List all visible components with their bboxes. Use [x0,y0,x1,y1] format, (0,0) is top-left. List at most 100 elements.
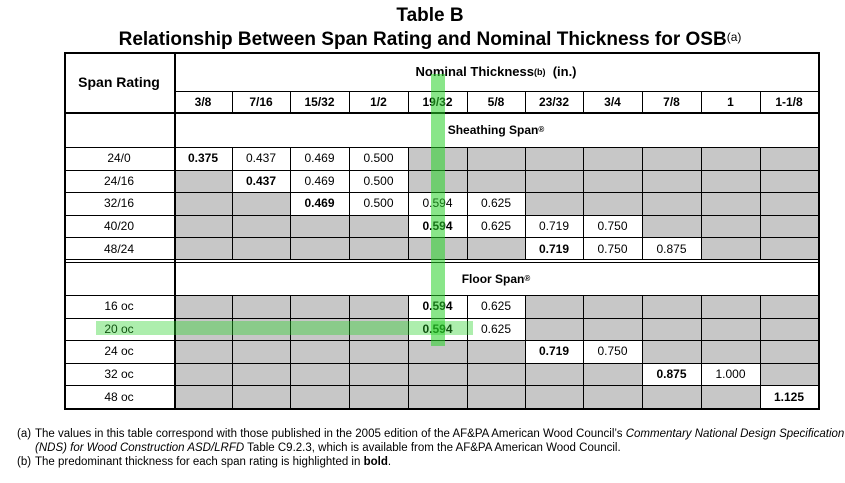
table-subtitle: Relationship Between Span Rating and Nom… [0,28,845,52]
empty-cell [408,340,467,363]
sheathing-span-header-label: Sheathing Span [447,122,539,137]
empty-cell [701,214,760,238]
thickness-value: 0.437 [245,151,277,166]
grid-line [525,147,526,260]
empty-cell [232,237,290,260]
grid-line [642,147,643,260]
grid-line [525,295,526,408]
thickness-value: 0.875 [656,241,687,256]
empty-cell [525,317,583,341]
thickness-column-header: 23/32 [538,94,570,109]
empty-cell [174,362,232,386]
empty-cell [290,317,349,341]
grid-line [232,147,233,260]
empty-cell [525,295,583,318]
sheathing-span-rating: 24/16 [103,173,135,188]
empty-cell [642,147,701,170]
nominal-thickness-unit: (in.) [545,64,577,79]
empty-cell [174,385,232,408]
grid-line [64,52,66,410]
grid-line [701,295,702,408]
grid-line [408,295,409,408]
footnote-a-text-2: Table C9.2.3, which is available from th… [244,442,621,454]
thickness-value: 0.625 [480,196,512,211]
empty-cell [232,295,290,318]
empty-cell [290,385,349,408]
grid-line [174,91,818,92]
empty-cell [760,340,818,363]
footnote-b: (b) The predominant thickness for each s… [17,455,845,469]
empty-cell [525,147,583,170]
table-title: Table B [396,5,464,26]
thickness-value: 0.500 [363,173,394,188]
empty-cell [760,169,818,193]
grid-line [525,91,526,112]
empty-cell [642,169,701,193]
empty-cell [467,237,525,260]
floor-span-rating: 20 oc [104,321,134,336]
empty-cell [349,385,408,408]
thickness-column-header: 1 [727,94,734,109]
sheathing-span-rating: 48/24 [103,241,135,256]
thickness-value: 0.750 [597,219,628,234]
grid-line [349,295,350,408]
grid-line [290,147,291,260]
empty-cell [232,192,290,215]
grid-line [64,362,818,364]
grid-line [818,52,820,410]
thickness-column-header: 5/8 [487,94,505,109]
column-highlight-19-32 [431,74,445,346]
empty-cell [642,340,701,363]
floor-span-header-label: Floor Span [461,271,525,286]
empty-cell [701,147,760,170]
sheathing-span-header: Sheathing Span ® [174,112,818,147]
empty-cell [760,237,818,260]
floor-span-rating: 48 oc [104,389,134,404]
empty-cell [232,214,290,238]
nominal-thickness-footnote-ref: (b) [533,66,546,77]
empty-cell [583,317,642,341]
empty-cell [174,340,232,363]
empty-cell [760,295,818,318]
grid-line [642,295,643,408]
footnote-b-bold: bold [363,456,388,468]
footnote-b-label: (b) [17,456,32,468]
empty-cell [232,385,290,408]
thickness-value: 0.500 [363,196,394,211]
floor-span-header: Floor Span ® [174,262,818,295]
registered-mark: ® [524,274,531,283]
grid-line [760,147,761,260]
empty-cell [642,192,701,215]
empty-cell [760,317,818,341]
span-rating-header: Span Rating [78,74,160,90]
thickness-column-header: 15/32 [304,94,335,109]
empty-cell [174,214,232,238]
empty-cell [174,295,232,318]
empty-cell [760,192,818,215]
thickness-value: 1.000 [715,367,746,382]
grid-line [64,408,820,410]
grid-line [349,91,350,112]
empty-cell [349,317,408,341]
footnote-b-text-2: . [387,456,392,468]
grid-line [760,295,761,408]
empty-cell [174,192,232,215]
floor-span-rating: 24 oc [104,344,134,359]
grid-line [467,91,468,112]
grid-line [174,52,176,408]
grid-line [701,147,702,260]
empty-cell [642,317,701,341]
empty-cell [525,192,583,215]
empty-cell [525,385,583,408]
empty-cell [583,385,642,408]
empty-cell [349,362,408,386]
footnote-b-text-1: The predominant thickness for each span … [35,456,364,468]
thickness-value: 0.719 [538,241,570,256]
thickness-value: 0.375 [187,151,219,166]
empty-cell [232,317,290,341]
grid-line [467,147,468,260]
grid-line [583,91,584,112]
empty-cell [174,169,232,193]
empty-cell [408,385,467,408]
thickness-value: 0.625 [480,219,512,234]
